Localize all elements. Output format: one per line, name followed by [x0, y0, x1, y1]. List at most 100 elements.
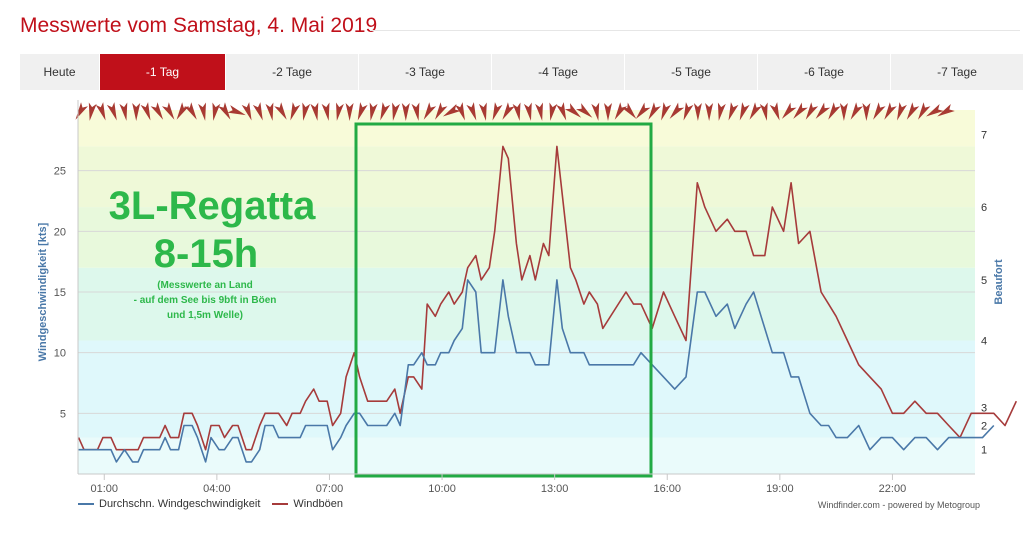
- arrow-shape: [793, 102, 808, 119]
- arrow-shape: [781, 102, 797, 119]
- arrow-shape: [512, 102, 521, 121]
- x-tick-label: 07:00: [316, 483, 344, 492]
- x-tick-label: 01:00: [91, 483, 119, 492]
- arrow-shape: [265, 102, 274, 121]
- annotation-subtitle: 8-15h: [154, 232, 259, 276]
- y-tick-label: 15: [54, 287, 66, 299]
- legend-label-gust: Windböen: [293, 498, 343, 510]
- wind-direction-arrow: [839, 103, 848, 121]
- arrow-shape: [302, 102, 311, 121]
- page-title: Messwerte vom Samstag, 4. Mai 2019: [20, 14, 378, 37]
- annotation-note-line: - auf dem See bis 9bft in Böen: [134, 295, 277, 306]
- arrow-shape: [564, 103, 582, 118]
- arrow-shape: [140, 102, 151, 121]
- wind-direction-arrow: [502, 102, 515, 120]
- wind-direction-arrow: [466, 102, 477, 121]
- tab-today[interactable]: Heute: [20, 54, 100, 90]
- arrow-shape: [392, 102, 401, 121]
- wind-direction-arrow: [705, 103, 714, 121]
- arrow-shape: [345, 103, 354, 121]
- arrow-shape: [369, 102, 378, 121]
- arrow-shape: [274, 102, 287, 120]
- x-tick-label: 10:00: [428, 483, 456, 492]
- x-tick-label: 04:00: [203, 483, 231, 492]
- arrow-shape: [717, 102, 726, 121]
- arrow-shape: [184, 102, 197, 120]
- arrow-shape: [357, 102, 368, 121]
- arrow-shape: [310, 102, 319, 121]
- wind-direction-arrow: [793, 102, 808, 119]
- wind-direction-arrow: [95, 102, 106, 121]
- wind-direction-arrow: [693, 103, 702, 121]
- beaufort-tick-label: 6: [981, 202, 987, 214]
- wind-direction-arrow: [88, 102, 97, 121]
- arrow-shape: [523, 102, 532, 121]
- beaufort-tick-label: 2: [981, 420, 987, 432]
- wind-direction-arrow: [455, 102, 465, 121]
- annotation-note-line: und 1,5m Welle): [167, 310, 243, 321]
- wind-direction-arrow: [392, 102, 401, 121]
- arrow-shape: [621, 102, 637, 119]
- wind-direction-arrow: [897, 102, 907, 121]
- arrow-shape: [937, 104, 955, 117]
- tab-minus-5[interactable]: -5 Tage: [625, 54, 758, 90]
- wind-direction-arrow: [906, 102, 920, 120]
- tab-minus-6[interactable]: -6 Tage: [758, 54, 891, 90]
- arrow-shape: [906, 102, 920, 120]
- arrow-shape: [106, 102, 117, 121]
- tab-minus-4[interactable]: -4 Tage: [492, 54, 625, 90]
- arrow-shape: [769, 102, 780, 121]
- legend-item-avg[interactable]: Durchschn. Windgeschwindigkeit: [78, 498, 260, 510]
- wind-direction-arrow: [290, 102, 301, 121]
- wind-direction-arrow: [369, 102, 378, 121]
- arrow-shape: [423, 102, 437, 120]
- wind-direction-arrow: [380, 102, 391, 121]
- arrow-shape: [478, 102, 487, 121]
- wind-direction-arrow: [321, 102, 330, 121]
- wind-direction-arrow: [212, 102, 221, 121]
- arrow-shape: [828, 102, 841, 120]
- wind-direction-arrow: [241, 102, 252, 121]
- arrow-shape: [321, 102, 330, 121]
- legend-swatch-avg: [78, 503, 94, 505]
- wind-direction-arrow: [576, 103, 593, 118]
- wind-direction-arrow: [728, 102, 739, 121]
- wind-direction-arrow: [717, 102, 726, 121]
- wind-direction-arrow: [769, 102, 780, 121]
- arrow-shape: [693, 103, 702, 121]
- arrow-shape: [576, 103, 593, 118]
- wind-direction-arrow: [218, 102, 231, 120]
- arrow-shape: [648, 102, 661, 120]
- x-tick-label: 13:00: [541, 483, 569, 492]
- arrow-shape: [492, 102, 503, 121]
- arrow-shape: [95, 102, 106, 121]
- arrow-shape: [749, 102, 762, 120]
- annotation-note-line: (Messwerte an Land: [157, 280, 253, 291]
- arrow-shape: [614, 102, 628, 120]
- arrow-shape: [918, 102, 931, 120]
- arrow-shape: [380, 102, 391, 121]
- wind-direction-arrow: [227, 105, 246, 116]
- arrow-shape: [635, 102, 651, 119]
- arrow-shape: [132, 103, 141, 121]
- wind-direction-arrow: [648, 102, 661, 120]
- regatta-highlight-box: [354, 122, 653, 478]
- title-divider: [370, 30, 1020, 31]
- wind-direction-arrow: [828, 102, 841, 120]
- wind-direction-arrow: [150, 102, 164, 120]
- legend-item-gust[interactable]: Windböen: [272, 498, 343, 510]
- tab-minus-7[interactable]: -7 Tage: [891, 54, 1024, 90]
- tab-minus-1[interactable]: -1 Tag: [100, 54, 226, 90]
- arrow-shape: [683, 102, 694, 121]
- legend-label-avg: Durchschn. Windgeschwindigkeit: [99, 498, 261, 510]
- wind-direction-arrow: [75, 102, 88, 120]
- wind-direction-arrow: [442, 104, 461, 117]
- arrow-shape: [466, 102, 477, 121]
- wind-direction-arrow: [302, 102, 311, 121]
- beaufort-tick-label: 7: [981, 129, 987, 141]
- tab-minus-3[interactable]: -3 Tage: [359, 54, 492, 90]
- wind-direction-arrow: [512, 102, 521, 121]
- wind-direction-arrow: [614, 102, 628, 120]
- tab-minus-2[interactable]: -2 Tage: [226, 54, 359, 90]
- wind-direction-arrow: [140, 102, 151, 121]
